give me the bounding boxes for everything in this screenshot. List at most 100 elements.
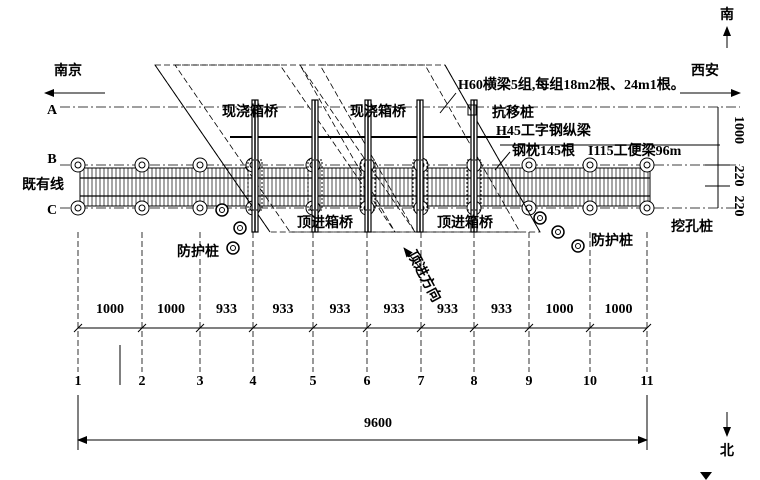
- span-label: 933: [491, 302, 512, 317]
- protection-pile-core: [555, 229, 561, 235]
- axis-label: 8: [471, 374, 478, 389]
- dimension-tick: [416, 323, 426, 333]
- protection-pile-core: [230, 245, 236, 251]
- span-label: 933: [384, 302, 405, 317]
- protection-pile-core: [575, 243, 581, 249]
- pile: [639, 200, 655, 216]
- pile-core: [196, 204, 204, 212]
- pile-core: [643, 204, 651, 212]
- protection-pile: [215, 203, 229, 217]
- pile: [134, 157, 150, 173]
- pile-core: [74, 161, 82, 169]
- span-label: 1000: [157, 302, 185, 317]
- pile: [70, 157, 86, 173]
- pile-core: [138, 204, 146, 212]
- pile-core: [196, 161, 204, 169]
- dimension-tick: [469, 323, 479, 333]
- leader: [494, 151, 511, 171]
- dimension-label: 220: [731, 166, 746, 187]
- protection-pile: [571, 239, 585, 253]
- dimension-tick: [642, 323, 652, 333]
- annotation: 钢枕145根: [512, 142, 576, 159]
- track: [70, 157, 655, 216]
- axis-label: 3: [197, 374, 204, 389]
- span-label: 1000: [605, 302, 633, 317]
- dimension-tick: [524, 323, 534, 333]
- span-label: 933: [273, 302, 294, 317]
- annotation: I115工便梁96m: [588, 142, 682, 159]
- dimension-label: 220: [731, 196, 746, 217]
- protection-pile: [233, 221, 247, 235]
- dimension-tick: [585, 323, 595, 333]
- line-label: 既有线: [22, 176, 64, 193]
- span-label: 1000: [96, 302, 124, 317]
- protection-pile-core: [537, 215, 543, 221]
- box-bridge: [319, 64, 521, 233]
- pile-core: [74, 204, 82, 212]
- arrow: [403, 247, 421, 269]
- total-length: 9600: [364, 416, 392, 431]
- dimension-tick: [362, 323, 372, 333]
- protection-pile: [533, 211, 547, 225]
- edge: [154, 64, 271, 233]
- annotation: 顶进箱桥: [297, 214, 354, 231]
- axis-label: 7: [418, 374, 425, 389]
- pile-core: [643, 161, 651, 169]
- span-label: 1000: [546, 302, 574, 317]
- dimension-tick: [248, 323, 258, 333]
- axis-label: 6: [364, 374, 371, 389]
- span-label: 933: [330, 302, 351, 317]
- axis-label: 1: [75, 374, 82, 389]
- axis-label: 10: [583, 374, 597, 389]
- span-label: 933: [437, 302, 458, 317]
- pile: [70, 200, 86, 216]
- protection-pile: [226, 241, 240, 255]
- dimension-tick: [137, 323, 147, 333]
- axis-label: 2: [139, 374, 146, 389]
- annotation: 现浇箱桥: [222, 103, 279, 120]
- dimensions: 1 2 3 4 5 6 7 8 9 10 11 1000 1000 933 933 933 933 933 933 1…: [73, 232, 654, 389]
- compass-label: 南: [720, 6, 734, 23]
- posts: [247, 99, 482, 233]
- dimension-tick: [195, 323, 205, 333]
- annotation: 现浇箱桥: [350, 103, 407, 120]
- annotation: 抗移桩: [492, 104, 534, 121]
- pile: [582, 157, 598, 173]
- span-label: 933: [216, 302, 237, 317]
- annotation: H45工字钢纵梁: [496, 122, 592, 139]
- pile: [639, 157, 655, 173]
- protection-pile-core: [219, 207, 225, 213]
- marker: [700, 472, 712, 480]
- edge: [444, 64, 541, 233]
- pile: [467, 104, 477, 116]
- annotation: 挖孔桩: [671, 218, 713, 235]
- annotation: 顶进箱桥: [437, 214, 494, 231]
- row-label: A: [47, 103, 58, 118]
- leader: [439, 92, 457, 114]
- city-label: 南京: [54, 62, 82, 79]
- dimension-tick: [73, 323, 83, 333]
- dimension-label: 1000: [731, 116, 746, 144]
- axis-label: 4: [250, 374, 257, 389]
- protection-pile-core: [237, 225, 243, 231]
- compass-label: 北: [720, 443, 734, 459]
- annotation: H60横梁5组,每组18m2根、24m1根。: [458, 76, 685, 93]
- annotation: 防护桩: [591, 232, 633, 249]
- pile-core: [586, 161, 594, 169]
- dimension-tick: [308, 323, 318, 333]
- axis-label: 11: [640, 374, 653, 389]
- row-label: C: [47, 203, 57, 218]
- pile: [192, 200, 208, 216]
- protection-pile: [551, 225, 565, 239]
- row-label: B: [47, 152, 56, 167]
- city-label: 西安: [691, 62, 719, 79]
- pile: [521, 200, 537, 216]
- pile: [134, 200, 150, 216]
- pile: [521, 157, 537, 173]
- annotation: 防护桩: [177, 243, 219, 260]
- pile-core: [525, 161, 533, 169]
- axis-label: 9: [526, 374, 533, 389]
- pile-core: [586, 204, 594, 212]
- pile-core: [138, 161, 146, 169]
